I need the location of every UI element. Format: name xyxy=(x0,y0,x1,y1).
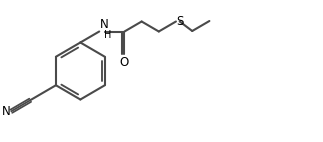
Text: O: O xyxy=(120,56,129,68)
Text: S: S xyxy=(176,15,184,28)
Text: H: H xyxy=(104,30,112,40)
Text: N: N xyxy=(100,18,109,31)
Text: N: N xyxy=(2,105,10,118)
